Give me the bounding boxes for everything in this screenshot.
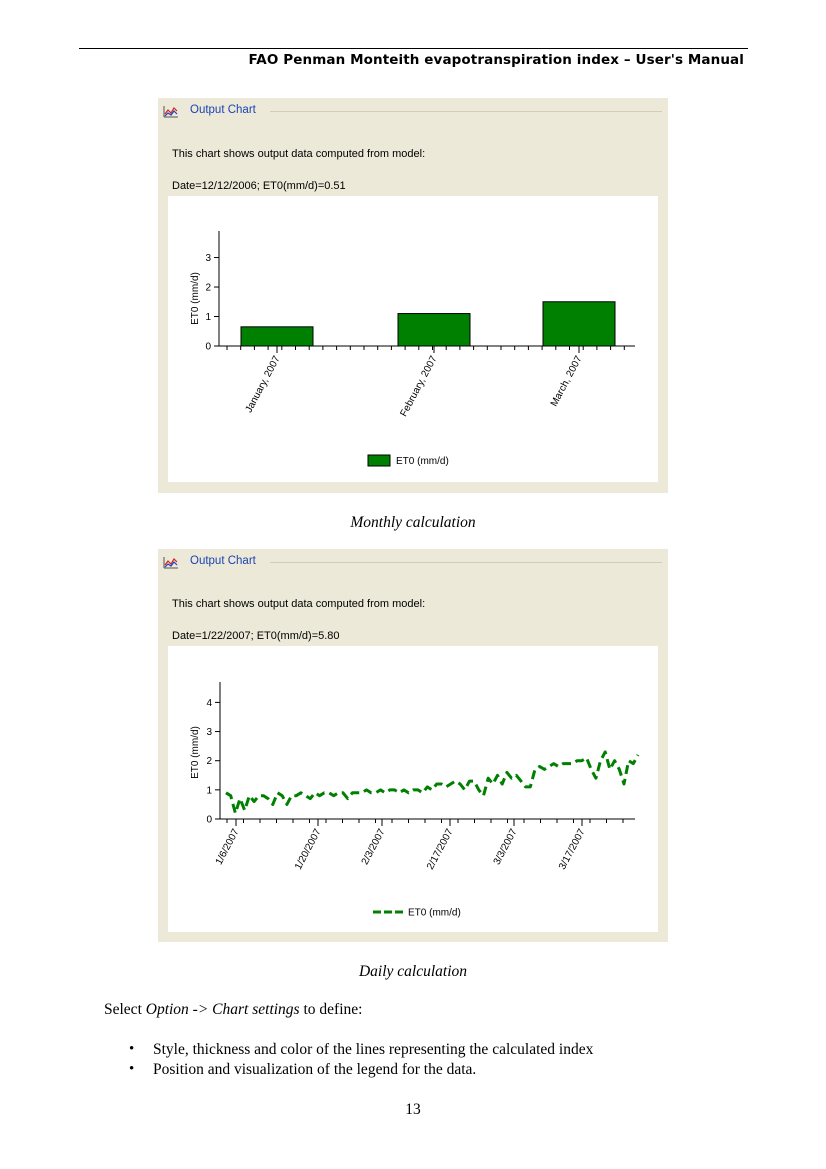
x-tick-label: February, 2007 bbox=[398, 354, 439, 419]
y-tick-label: 3 bbox=[206, 727, 212, 738]
panel-date-info: Date=12/12/2006; ET0(mm/d)=0.51 bbox=[172, 180, 346, 192]
output-chart-panel-monthly: Output Chart This chart shows output dat… bbox=[158, 98, 668, 493]
figure-caption-monthly: Monthly calculation bbox=[350, 514, 476, 531]
intro-suffix: to define: bbox=[299, 1001, 363, 1018]
chart-plot-area: 0 1 2 3 4 ET0 (mm/d) 1/6/2007 1/20/2007 2/3/2007… bbox=[168, 646, 658, 932]
bullet-item: Position and visualization of the legend… bbox=[153, 1061, 477, 1078]
series-line bbox=[225, 750, 640, 815]
line-chart: 0 1 2 3 4 ET0 (mm/d) 1/6/2007 1/20/2007 2/3/2007… bbox=[190, 682, 640, 919]
legend-swatch bbox=[367, 454, 391, 467]
y-tick-label: 1 bbox=[205, 312, 211, 323]
y-tick-label: 4 bbox=[206, 698, 212, 709]
output-chart-panel-daily: Output Chart This chart shows output dat… bbox=[158, 549, 668, 942]
figure-caption-daily: Daily calculation bbox=[358, 963, 468, 980]
menu-path: Option -> Chart settings bbox=[145, 1001, 300, 1018]
y-axis-label: ET0 (mm/d) bbox=[190, 272, 201, 325]
bullet-marker: • bbox=[129, 1041, 135, 1057]
y-tick-label: 0 bbox=[206, 815, 212, 826]
bullet-marker: • bbox=[129, 1061, 135, 1077]
y-tick-label: 0 bbox=[205, 342, 211, 353]
panel-date-info: Date=1/22/2007; ET0(mm/d)=5.80 bbox=[172, 630, 340, 642]
panel-description: This chart shows output data computed fr… bbox=[172, 598, 426, 610]
panel-description: This chart shows output data computed fr… bbox=[172, 148, 426, 160]
intro-paragraph: Select Option -> Chart settings to defin… bbox=[104, 1001, 362, 1019]
bullet-item: Style, thickness and color of the lines … bbox=[153, 1041, 594, 1058]
x-tick-label: 2/17/2007 bbox=[425, 827, 456, 872]
chart-plot-area: 0 1 2 3 ET0 (mm/d) January, 2007 February, 200… bbox=[168, 196, 658, 482]
x-tick-label: 1/6/2007 bbox=[214, 827, 242, 867]
chart-icon bbox=[163, 557, 178, 569]
x-tick-label: 3/17/2007 bbox=[557, 827, 588, 872]
bar bbox=[542, 301, 616, 347]
y-tick-label: 2 bbox=[205, 283, 211, 294]
groupbox-border bbox=[270, 111, 662, 112]
bar-chart: 0 1 2 3 ET0 (mm/d) January, 2007 February, 200… bbox=[190, 231, 635, 467]
panel-title: Output Chart bbox=[190, 555, 256, 567]
bar bbox=[397, 313, 471, 347]
y-tick-label: 2 bbox=[206, 756, 212, 767]
chart-icon bbox=[163, 106, 178, 118]
x-tick-label: 2/3/2007 bbox=[360, 827, 388, 867]
x-tick-label: 1/20/2007 bbox=[293, 827, 324, 872]
y-tick-label: 1 bbox=[206, 785, 212, 796]
groupbox-border bbox=[270, 562, 662, 563]
legend-label: ET0 (mm/d) bbox=[396, 456, 449, 467]
panel-title: Output Chart bbox=[190, 104, 256, 116]
y-axis-label: ET0 (mm/d) bbox=[190, 726, 201, 779]
running-header: FAO Penman Monteith evapotranspiration i… bbox=[248, 52, 744, 68]
x-tick-label: January, 2007 bbox=[244, 354, 283, 415]
page-number: 13 bbox=[405, 1101, 421, 1118]
y-tick-label: 3 bbox=[205, 253, 211, 264]
bar bbox=[240, 326, 314, 347]
x-tick-label: March, 2007 bbox=[549, 354, 585, 409]
header-rule bbox=[79, 48, 748, 49]
intro-prefix: Select bbox=[104, 1001, 146, 1018]
legend-label: ET0 (mm/d) bbox=[408, 908, 461, 919]
x-tick-label: 3/3/2007 bbox=[492, 827, 520, 867]
